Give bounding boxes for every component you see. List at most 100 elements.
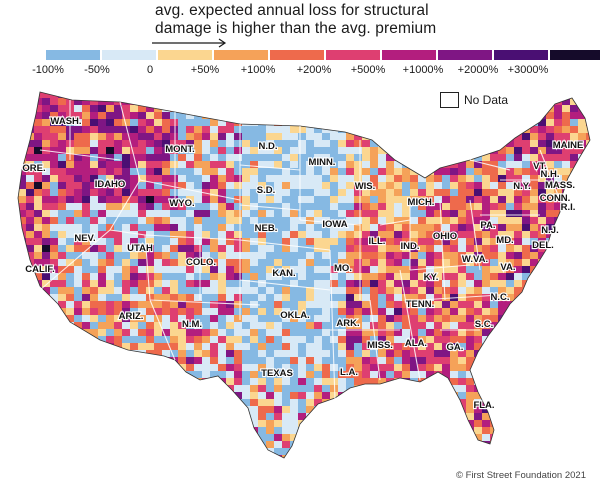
state-label: IOWA — [322, 219, 347, 230]
state-label: COLO. — [186, 257, 216, 268]
state-border — [439, 199, 446, 301]
legend-swatch — [382, 50, 436, 60]
state-label: VA. — [500, 262, 515, 273]
state-label: TENN. — [406, 299, 435, 310]
state-label: NEV. — [74, 233, 95, 244]
title-line-2: damage is higher than the avg. premium — [155, 20, 437, 37]
state-label: VT. — [533, 161, 547, 172]
state-border — [39, 149, 121, 161]
state-border — [379, 219, 411, 226]
state-border — [139, 179, 241, 201]
legend-label: +500% — [350, 64, 386, 76]
no-data-legend: No Data — [440, 92, 508, 108]
state-label: NEB. — [255, 223, 278, 234]
state-label: MD. — [496, 235, 513, 246]
legend-label: -100% — [32, 64, 64, 76]
right-arrow-icon — [152, 38, 227, 48]
state-label: IND. — [401, 241, 420, 252]
state-border — [539, 149, 561, 201]
legend-swatch — [214, 50, 268, 60]
state-label: ARIZ. — [119, 311, 144, 322]
state-label: MICH. — [408, 197, 435, 208]
state-label: W.VA. — [462, 254, 488, 265]
state-label: MASS. — [545, 180, 575, 191]
state-label: UTAH — [127, 243, 153, 254]
legend-labels: -100% -50% 0 +50% +100% +200% +500% +1000% +2000… — [0, 64, 600, 78]
state-border — [239, 239, 331, 251]
state-label: S.D. — [257, 185, 275, 196]
legend-label: 0 — [146, 64, 154, 76]
state-border — [239, 204, 301, 211]
credit-text: © First Street Foundation 2021 — [455, 470, 586, 481]
state-border — [399, 269, 421, 381]
no-data-swatch — [440, 92, 459, 108]
legend-label: +100% — [240, 64, 276, 76]
state-label: OKLA. — [280, 310, 310, 321]
state-label: MISS. — [367, 340, 393, 351]
state-border — [144, 234, 241, 241]
legend-label: +3000% — [507, 64, 549, 76]
state-label: WIS. — [355, 181, 376, 192]
state-border — [239, 164, 301, 171]
state-label: N.C. — [491, 292, 510, 303]
state-label: GA. — [447, 342, 464, 353]
state-label: OHIO — [433, 231, 457, 242]
legend-swatch — [438, 50, 492, 60]
state-label: L.A. — [340, 367, 358, 378]
state-label: ILL. — [369, 236, 386, 247]
legend-swatch — [158, 50, 212, 60]
state-border — [39, 229, 111, 291]
legend-swatch — [46, 50, 100, 60]
state-label: TEXAS — [261, 368, 293, 379]
state-label: N.Y. — [513, 181, 530, 192]
state-label: WASH. — [50, 116, 81, 127]
legend-swatch — [270, 50, 324, 60]
state-border — [329, 249, 336, 401]
state-label: MAINE — [553, 140, 584, 151]
state-label: N.J. — [541, 225, 558, 236]
state-label: WYO. — [169, 198, 194, 209]
state-border — [239, 279, 331, 291]
title-line-1: avg. expected annual loss for structural — [155, 2, 429, 19]
state-border-lines — [39, 100, 561, 401]
state-label: PA. — [480, 220, 495, 231]
state-label: R.I. — [561, 202, 576, 213]
state-border — [149, 299, 176, 361]
state-label: ORE. — [22, 163, 45, 174]
state-label: S.C. — [475, 319, 493, 330]
state-label: ALA. — [405, 338, 427, 349]
no-data-label: No Data — [464, 93, 509, 107]
state-label: N.H. — [541, 169, 560, 180]
state-label: ARK. — [336, 318, 359, 329]
state-label: N.M. — [182, 319, 202, 330]
legend-label: +50% — [190, 64, 220, 76]
legend-swatch — [550, 50, 600, 60]
legend-label: +200% — [296, 64, 332, 76]
state-label: KY. — [424, 272, 439, 283]
legend-label: -50% — [84, 64, 110, 76]
state-label: DEL. — [532, 240, 554, 251]
color-legend — [46, 50, 600, 60]
state-label: N.D. — [259, 141, 278, 152]
state-label: CONN. — [540, 193, 571, 204]
state-border — [369, 299, 381, 381]
state-label: FLA. — [473, 400, 494, 411]
state-label: MO. — [334, 263, 352, 274]
state-border — [419, 294, 501, 301]
state-border — [469, 199, 481, 271]
legend-swatch — [102, 50, 156, 60]
state-border — [299, 219, 361, 226]
state-border — [409, 264, 471, 271]
legend-swatch — [326, 50, 380, 60]
state-border — [149, 299, 261, 306]
legend-label: +2000% — [457, 64, 499, 76]
legend-label: +1000% — [402, 64, 444, 76]
state-label: IDAHO — [95, 179, 126, 190]
state-label: CALIF. — [25, 264, 55, 275]
state-border — [469, 159, 511, 171]
state-label: MONT. — [165, 144, 195, 155]
map-title: avg. expected annual loss for structural… — [155, 2, 485, 38]
state-label: KAN. — [272, 268, 295, 279]
legend-swatch — [494, 50, 548, 60]
